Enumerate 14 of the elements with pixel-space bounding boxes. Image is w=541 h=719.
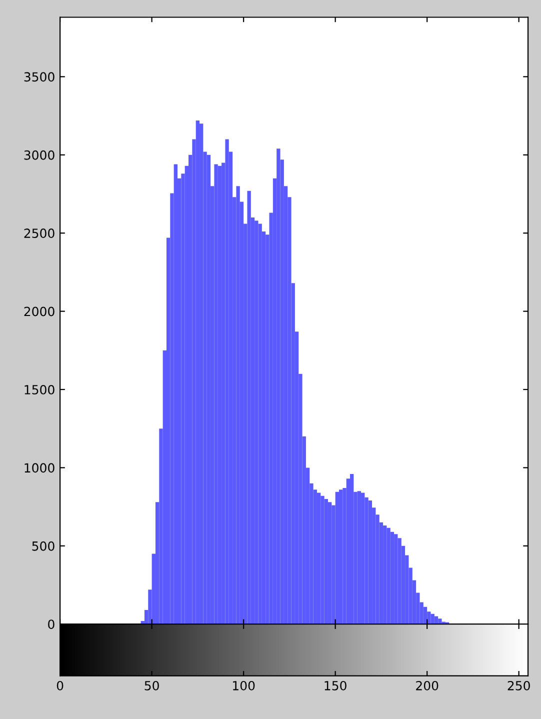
y-tick-label: 1500	[24, 384, 54, 394]
y-tick-label: 0	[48, 620, 54, 630]
y-tick-label: 2000	[24, 306, 54, 316]
x-tick-label: 250	[508, 680, 530, 690]
x-tick-label: 100	[233, 680, 255, 690]
x-tick-label: 0	[56, 680, 64, 690]
y-tick-label: 3500	[24, 72, 54, 82]
y-tick-label: 2500	[24, 228, 54, 238]
y-tick-label: 500	[32, 541, 54, 551]
x-tick-label: 150	[324, 680, 346, 690]
y-tick-label: 1000	[24, 463, 54, 473]
x-tick-label: 50	[144, 680, 159, 690]
x-tick-label: 200	[416, 680, 438, 690]
y-tick-label: 3000	[24, 150, 54, 160]
